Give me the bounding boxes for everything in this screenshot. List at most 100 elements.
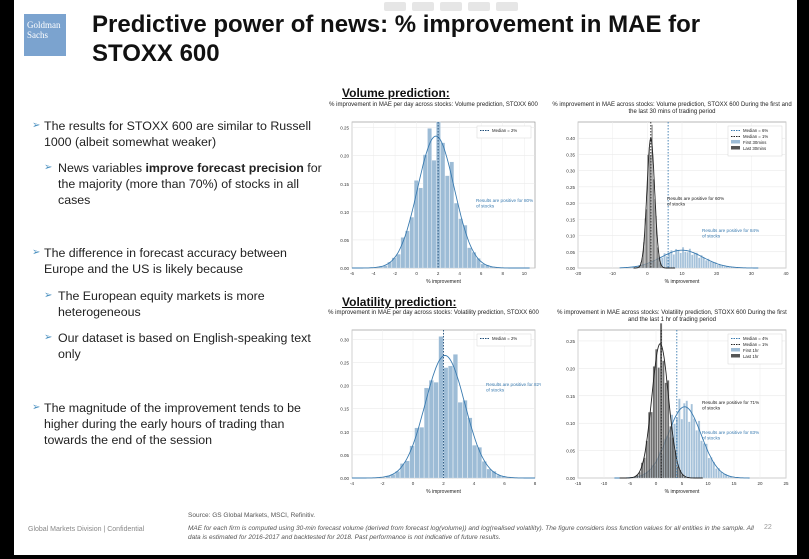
legend-label: Median = 4%: [743, 336, 768, 341]
histogram-bar: [702, 257, 705, 269]
chart-svg: 0.00 0.05 0.10 0.15 0.20 0.25 -15 -10 -5 0 5 10 15 20…: [566, 323, 789, 495]
bullet-6: ➢ The magnitude of the improvement tends …: [32, 401, 301, 447]
x-tick-label: -15: [575, 481, 582, 486]
histogram-bar: [717, 468, 720, 479]
histogram-bar: [400, 237, 406, 269]
histogram-bar: [707, 457, 711, 479]
y-tick-label: 0.20: [340, 154, 349, 159]
y-tick-label: 0.25: [340, 360, 349, 365]
histogram-bar: [440, 142, 446, 269]
x-tick-label: 5: [681, 481, 684, 486]
histogram-bar: [647, 154, 649, 269]
y-tick-label: 0.40: [566, 136, 575, 141]
x-tick-label: 10: [679, 271, 685, 276]
histogram-bar: [400, 463, 405, 479]
histogram-bar: [655, 349, 658, 479]
density-curve: [352, 354, 535, 479]
chart-volume-intraday: % improvement in MAE across stocks: Volu…: [552, 102, 792, 290]
annotation-text: of stocks: [702, 234, 721, 239]
legend-label: Last 1hr: [743, 354, 759, 359]
logo-text: Goldman Sachs: [27, 20, 61, 40]
histogram-bar: [640, 462, 644, 479]
annotation-text: Results are positive for 82%: [486, 382, 541, 387]
y-tick-label: 0.05: [340, 453, 349, 458]
chart-title: % improvement in MAE per day across stoc…: [329, 102, 538, 108]
y-tick-label: 0.15: [340, 182, 349, 187]
bullet-3: ➢ The difference in forecast accuracy bet…: [32, 246, 287, 276]
histogram-bar: [665, 256, 668, 269]
histogram-bar: [710, 457, 713, 479]
histogram-bar: [651, 124, 653, 269]
y-tick-label: 0.05: [566, 250, 575, 255]
x-tick-label: -2: [380, 481, 384, 486]
legend-swatch: [731, 146, 740, 150]
logo: Goldman Sachs: [24, 14, 66, 56]
histogram-bar: [722, 473, 725, 479]
footnote: MAE for each firm is computed using 30-m…: [188, 525, 754, 541]
histogram-bar: [667, 380, 670, 479]
slide: Goldman Sachs Predictive power of news: …: [14, 0, 797, 555]
histogram-bar: [491, 471, 497, 479]
bullet-text: Our dataset is based on English-speaking…: [58, 331, 311, 361]
histogram-bar: [648, 412, 651, 479]
histogram-bar: [716, 264, 719, 269]
histogram-bar: [664, 382, 667, 479]
histogram-bar: [414, 180, 419, 269]
legend-label: Median = 1%: [743, 342, 768, 347]
histogram-bar: [427, 128, 432, 269]
bullet-text: The magnitude of the improvement tends t…: [44, 401, 301, 447]
histogram-bar: [702, 443, 706, 479]
histogram-bar: [715, 468, 718, 479]
y-tick-label: 0.10: [566, 421, 575, 426]
x-tick-label: -2: [393, 271, 397, 276]
histogram-bar: [662, 360, 665, 479]
source-note: Source: GS Global Markets, MSCI, Refinit…: [188, 512, 316, 519]
bullet-1: ➢ The results for STOXX 600 are similar t…: [32, 119, 311, 149]
histogram-bar: [387, 261, 392, 269]
histogram-bar: [472, 445, 478, 479]
histogram-bar: [445, 175, 450, 269]
chart-volatility-intraday: % improvement in MAE across stocks: Vola…: [552, 310, 792, 500]
histogram-bar: [695, 430, 698, 479]
histogram-bar: [467, 247, 472, 269]
y-tick-label: 0.05: [566, 449, 575, 454]
histogram-bar: [480, 263, 486, 269]
x-tick-label: -4: [350, 481, 354, 486]
annotation-text: Results are positive for 84%: [702, 228, 759, 233]
bullet-4: ➢ The European equity markets is more het…: [44, 289, 265, 319]
annotation-text: of stocks: [476, 204, 495, 209]
histogram-bar: [467, 417, 473, 479]
y-tick-label: 0.10: [340, 210, 349, 215]
y-tick-label: 0.30: [340, 337, 349, 342]
bullet-text: for the majority (more than 70%) of stoc…: [58, 161, 322, 207]
histogram-bar: [431, 160, 437, 269]
y-tick-label: 0.15: [566, 394, 575, 399]
histogram-bar: [428, 380, 434, 479]
histogram-bar: [454, 202, 459, 269]
histogram-bar: [654, 198, 656, 269]
histogram-bar: [679, 252, 682, 269]
histogram-bar: [462, 400, 468, 479]
x-tick-label: 0: [655, 481, 658, 486]
histogram-bar: [462, 225, 468, 269]
x-tick-label: -5: [628, 481, 632, 486]
legend-box: [476, 333, 532, 347]
x-tick-label: 25: [783, 481, 789, 486]
histogram-bar: [650, 411, 653, 479]
x-tick-label: -20: [575, 271, 582, 276]
histogram-bar: [419, 427, 425, 479]
histogram-bar: [683, 403, 686, 479]
annotation-text: of stocks: [667, 202, 686, 207]
x-tick-label: 0: [646, 271, 649, 276]
histogram-bar: [705, 443, 708, 479]
x-tick-label: 40: [783, 271, 789, 276]
chart-volume-daily: % improvement in MAE per day across stoc…: [326, 102, 541, 290]
histogram-bar: [438, 336, 444, 479]
histogram-bar: [443, 367, 449, 479]
annotation-text: of stocks: [702, 406, 721, 411]
chart-svg: 0.00 0.05 0.10 0.15 0.20 0.25 -6 -4 -2 0 2 4 6 8 10 % i…: [340, 121, 536, 285]
chart-volatility-daily: % improvement in MAE per day across stoc…: [326, 310, 543, 500]
bullet-bold-text: improve forecast precision: [145, 161, 304, 175]
y-tick-label: 0.00: [340, 476, 349, 481]
histogram-bar: [688, 421, 691, 479]
